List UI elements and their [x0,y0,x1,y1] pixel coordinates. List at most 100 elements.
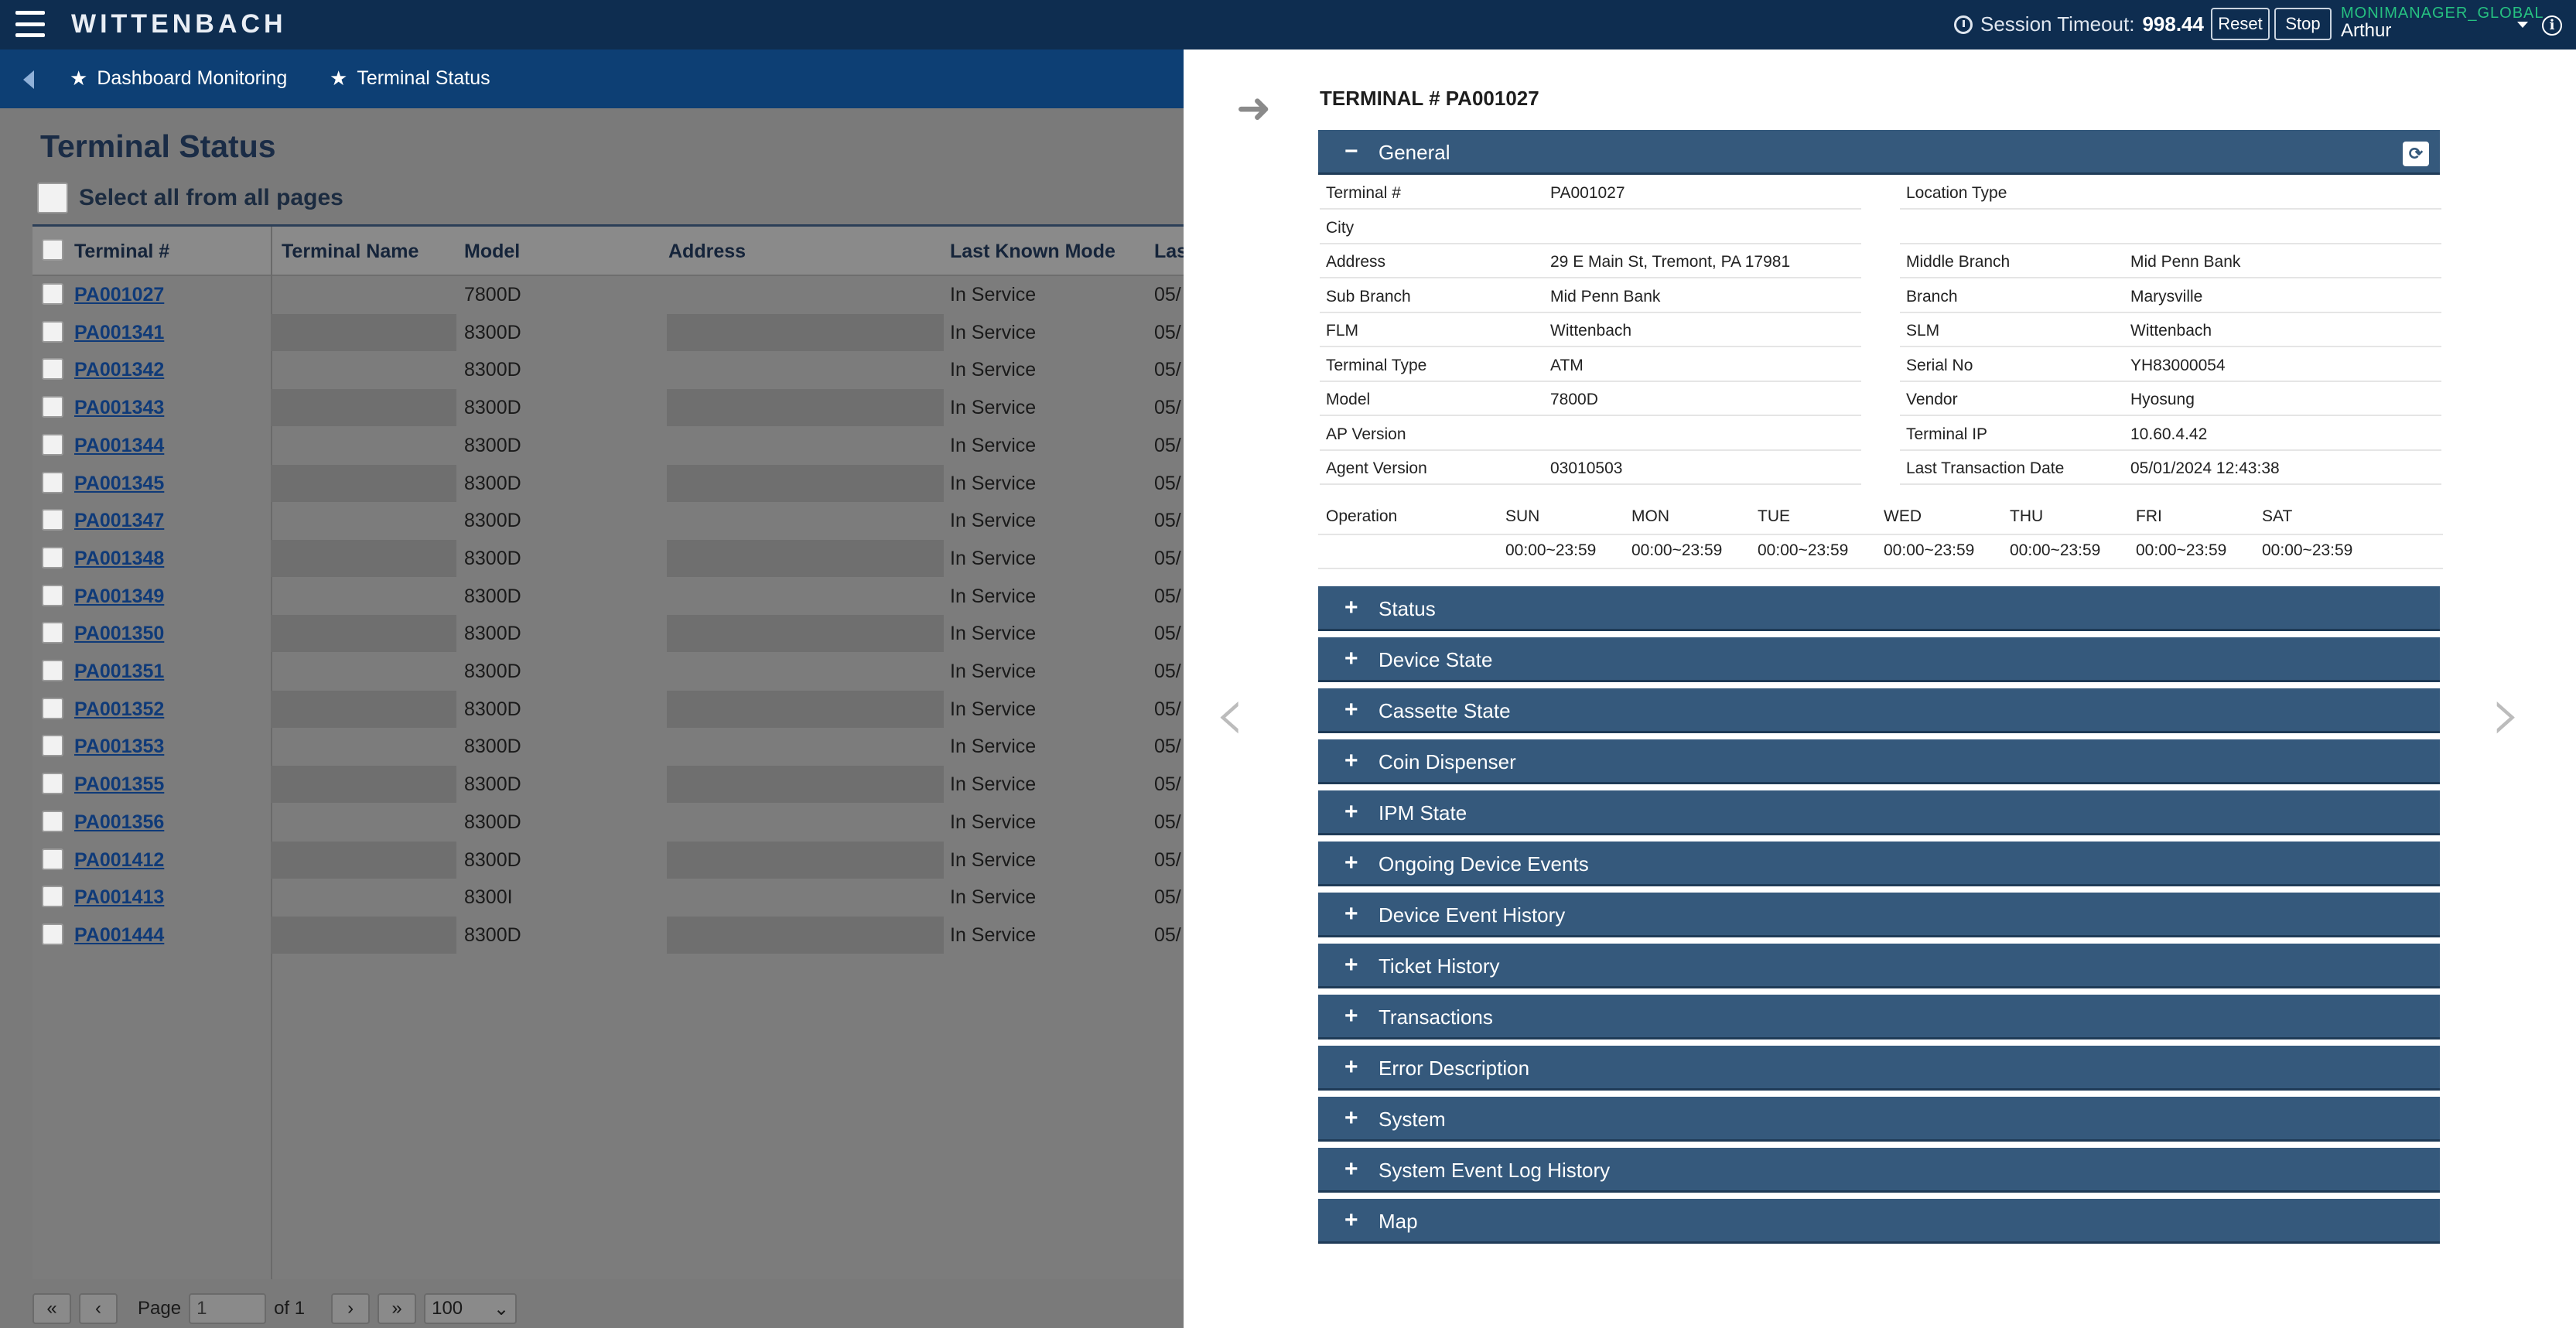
next-page-button[interactable]: › [331,1293,371,1324]
row-checkbox[interactable] [42,471,63,493]
table-row[interactable]: PA001351 8300D In Service 05/ [32,653,1185,690]
last-cell: 05/ [1154,661,1181,682]
terminal-link[interactable]: PA001348 [74,547,165,569]
section-map[interactable]: + Map [1318,1199,2440,1244]
terminal-link[interactable]: PA001444 [74,923,165,946]
row-checkbox[interactable] [42,622,63,644]
column-header-terminal[interactable]: Terminal # [74,241,170,262]
row-checkbox[interactable] [42,697,63,719]
row-checkbox[interactable] [42,433,63,456]
table-row[interactable]: PA001027 7800D In Service 05/ [32,276,1185,313]
page-size-select[interactable]: 100 ⌄ [424,1293,518,1324]
table-row[interactable]: PA001352 8300D In Service 05/ [32,690,1185,728]
table-row[interactable]: PA001412 8300D In Service 05/ [32,841,1185,879]
section-label: System Event Log History [1379,1159,1611,1182]
row-checkbox[interactable] [42,358,63,381]
terminal-link[interactable]: PA001413 [74,886,165,909]
terminal-link[interactable]: PA001344 [74,434,165,456]
terminal-link[interactable]: PA001343 [74,397,165,419]
table-row[interactable]: PA001348 8300D In Service 05/ [32,539,1185,577]
header-checkbox[interactable] [42,239,63,261]
column-header-last[interactable]: Las [1154,241,1188,262]
section-coin-dispenser[interactable]: + Coin Dispenser [1318,739,2440,784]
row-checkbox[interactable] [42,735,63,757]
section-cassette-state[interactable]: + Cassette State [1318,688,2440,733]
terminal-link[interactable]: PA001347 [74,510,165,532]
table-row[interactable]: PA001345 8300D In Service 05/ [32,464,1185,502]
previous-terminal-chevron-icon[interactable]: ‹ [1215,668,1245,759]
table-row[interactable]: PA001343 8300D In Service 05/ [32,389,1185,427]
section-transactions[interactable]: + Transactions [1318,995,2440,1040]
table-row[interactable]: PA001356 8300D In Service 05/ [32,804,1185,841]
close-panel-arrow-icon[interactable]: ➜ [1236,84,1272,132]
row-checkbox[interactable] [42,396,63,418]
prev-page-button[interactable]: ‹ [79,1293,118,1324]
row-checkbox[interactable] [42,283,63,305]
section-system-event-log-history[interactable]: + System Event Log History [1318,1148,2440,1193]
column-header-address[interactable]: Address [668,241,746,262]
terminal-link[interactable]: PA001353 [74,736,165,758]
row-checkbox[interactable] [42,584,63,606]
section-device-state[interactable]: + Device State [1318,637,2440,682]
terminal-link[interactable]: PA001356 [74,811,165,833]
page-number-input[interactable]: 1 [189,1293,267,1324]
section-ticket-history[interactable]: + Ticket History [1318,944,2440,988]
terminal-link[interactable]: PA001342 [74,359,165,381]
table-row[interactable]: PA001342 8300D In Service 05/ [32,351,1185,388]
page-label: Page [138,1298,182,1319]
row-checkbox[interactable] [42,886,63,908]
terminal-link[interactable]: PA001341 [74,321,165,343]
row-checkbox[interactable] [42,660,63,681]
select-all-checkbox[interactable] [37,183,68,213]
table-row[interactable]: PA001347 8300D In Service 05/ [32,502,1185,539]
refresh-icon[interactable]: ⟳ [2403,142,2429,166]
breadcrumb-item-terminal-status[interactable]: ★ Terminal Status [330,67,490,90]
select-all-control[interactable]: Select all from all pages [37,183,343,213]
terminal-link[interactable]: PA001345 [74,472,165,494]
column-header-terminal-name[interactable]: Terminal Name [282,241,419,262]
section-ipm-state[interactable]: + IPM State [1318,790,2440,835]
operation-day: FRI [2136,507,2162,525]
section-system[interactable]: + System [1318,1097,2440,1142]
table-row[interactable]: PA001344 8300D In Service 05/ [32,427,1185,464]
table-row[interactable]: PA001350 8300D In Service 05/ [32,615,1185,653]
section-status[interactable]: + Status [1318,586,2440,631]
terminal-link[interactable]: PA001355 [74,773,165,796]
terminal-link[interactable]: PA001351 [74,661,165,682]
table-row[interactable]: PA001355 8300D In Service 05/ [32,766,1185,804]
row-checkbox[interactable] [42,810,63,832]
user-name[interactable]: Arthur [2341,20,2392,41]
user-menu-chevron-down-icon[interactable] [2517,22,2528,28]
table-row[interactable]: PA001349 8300D In Service 05/ [32,578,1185,615]
column-header-last-known-mode[interactable]: Last Known Mode [950,241,1115,262]
table-row[interactable]: PA001341 8300D In Service 05/ [32,313,1185,351]
last-page-button[interactable]: » [378,1293,417,1324]
reset-button[interactable]: Reset [2211,8,2270,40]
row-checkbox[interactable] [42,848,63,870]
row-checkbox[interactable] [42,773,63,795]
next-terminal-chevron-icon[interactable]: › [2491,668,2522,759]
hamburger-menu-icon[interactable] [15,11,45,37]
table-row[interactable]: PA001444 8300D In Service 05/ [32,916,1185,954]
terminal-link[interactable]: PA001349 [74,585,165,607]
breadcrumb-item-dashboard[interactable]: ★ Dashboard Monitoring [70,67,287,90]
terminal-link[interactable]: PA001350 [74,623,165,645]
terminal-link[interactable]: PA001352 [74,698,165,720]
row-checkbox[interactable] [42,509,63,531]
row-checkbox[interactable] [42,320,63,343]
row-checkbox[interactable] [42,546,63,568]
collapse-left-arrow-icon[interactable] [23,70,34,89]
column-header-model[interactable]: Model [464,241,521,262]
section-device-event-history[interactable]: + Device Event History [1318,893,2440,937]
info-icon[interactable]: i [2542,15,2562,36]
stop-button[interactable]: Stop [2274,8,2332,40]
row-checkbox[interactable] [42,923,63,945]
section-ongoing-device-events[interactable]: + Ongoing Device Events [1318,842,2440,886]
first-page-button[interactable]: « [32,1293,71,1324]
terminal-link[interactable]: PA001027 [74,284,165,306]
section-error-description[interactable]: + Error Description [1318,1046,2440,1091]
table-row[interactable]: PA001413 8300I In Service 05/ [32,879,1185,916]
table-row[interactable]: PA001353 8300D In Service 05/ [32,728,1185,765]
section-general[interactable]: − General ⟳ [1318,130,2440,175]
terminal-link[interactable]: PA001412 [74,848,165,871]
